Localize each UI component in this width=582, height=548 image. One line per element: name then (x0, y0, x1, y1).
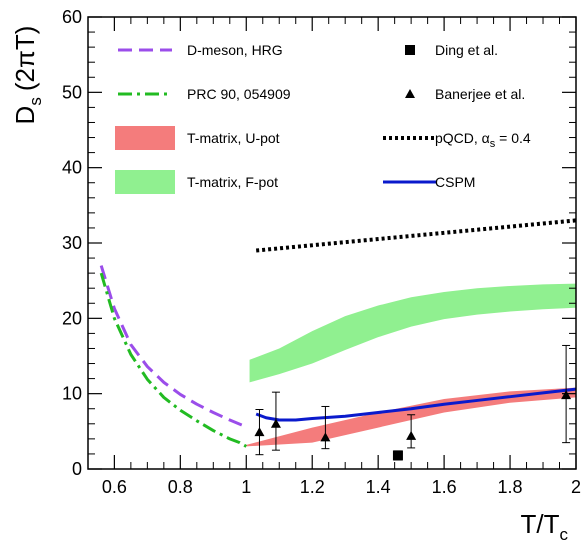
x-tick-label-0: 0.6 (102, 477, 127, 497)
band-series-3 (249, 283, 576, 383)
data-point-4-0 (392, 450, 403, 461)
line-series-7 (255, 387, 577, 422)
data-point-5-4 (561, 390, 572, 400)
markers-layer (254, 344, 572, 461)
legend-swatch-right-0 (405, 45, 415, 55)
legend-label-left-3: T-matrix, F-pot (187, 174, 278, 190)
y-tick-label-0: 0 (72, 459, 82, 479)
legend-label-right-1: Banerjee et al. (435, 86, 525, 102)
legend-label-right-3: CSPM (435, 174, 475, 190)
legend: D-meson, HRG PRC 90, 054909 T-matrix, U-po… (115, 42, 531, 194)
legend-swatch-right-1 (405, 89, 415, 98)
y-tick-label-4: 40 (62, 158, 82, 178)
x-tick-label-3: 1.2 (300, 477, 325, 497)
legend-label-right-0: Ding et al. (435, 42, 498, 58)
x-tick-label-1: 0.8 (168, 477, 193, 497)
x-tick-label-6: 1.8 (498, 477, 523, 497)
x-tick-label-2: 1 (241, 477, 251, 497)
x-tick-label-7: 2 (571, 477, 581, 497)
y-tick-label-6: 60 (62, 7, 82, 27)
line-series-1 (99, 272, 248, 448)
y-tick-label-2: 20 (62, 308, 82, 328)
x-axis-label: T/Tc (521, 509, 569, 544)
data-point-5-2 (320, 432, 331, 442)
data-point-5-0 (254, 427, 265, 437)
x-tick-label-4: 1.4 (366, 477, 391, 497)
legend-label-left-1: PRC 90, 054909 (187, 86, 291, 102)
legend-swatch-left-2 (115, 126, 175, 150)
x-tick-label-5: 1.6 (432, 477, 457, 497)
y-tick-label-3: 30 (62, 233, 82, 253)
y-axis-label: Ds(2πT) (10, 26, 45, 125)
legend-swatch-left-3 (115, 170, 175, 194)
data-point-5-1 (270, 418, 281, 428)
line-series-6 (255, 218, 577, 253)
y-tick-label-1: 10 (62, 384, 82, 404)
line-series-0 (99, 265, 247, 429)
legend-label-right-2: pQCD, αs = 0.4 (435, 130, 531, 150)
data-point-5-3 (406, 430, 417, 440)
y-tick-label-5: 50 (62, 82, 82, 102)
legend-label-left-0: D-meson, HRG (187, 42, 283, 58)
legend-label-left-2: T-matrix, U-pot (187, 130, 280, 146)
lines-layer (99, 218, 577, 448)
